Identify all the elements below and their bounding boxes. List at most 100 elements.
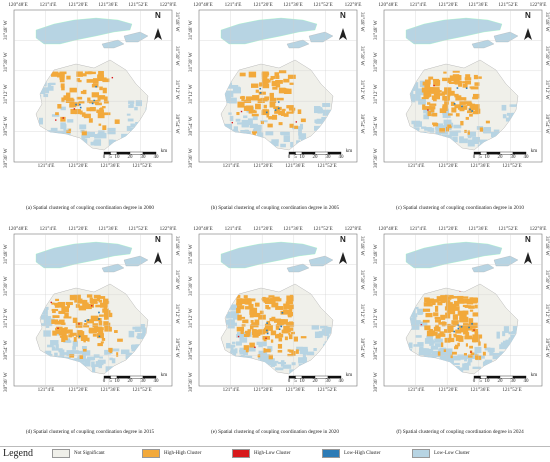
top-tick-label: 120°48′E [193, 2, 213, 8]
bottom-tick-label: 121°4′E [222, 163, 240, 169]
left-tick-label: 31°48′ W [188, 244, 194, 264]
scale-tick-label: 10 [114, 379, 120, 384]
left-tick-label: 30°36′ W [3, 148, 9, 168]
scale-tick-label: 20 [312, 155, 318, 160]
scale-bar [103, 151, 157, 155]
bottom-tick-label: 121°36′E [470, 387, 490, 393]
legend-item: Low-High Cluster [322, 449, 381, 458]
top-tick-label: 121°52′E [313, 226, 333, 232]
scale-tick-label: 5 [294, 155, 297, 160]
top-tick-label: 121°36′E [283, 226, 303, 232]
scale-tick-label: 20 [127, 379, 133, 384]
north-arrow-icon [154, 252, 162, 264]
map-frame [13, 9, 173, 163]
right-tick-label: 30°54′ W [544, 338, 550, 358]
top-tick-label: 121°52′E [498, 2, 518, 8]
top-tick-label: 121°4′E [39, 2, 57, 8]
bottom-tick-label: 121°52′E [317, 163, 337, 169]
map-panel-1: N 0 5 10 20 30 40 km 120°48′E 121°4′E 121°20′E 121°… [0, 2, 180, 220]
scale-tick-label: 30 [140, 379, 146, 384]
map-canvas [13, 9, 173, 163]
left-tick-label: 30°36′ W [373, 372, 379, 392]
left-tick-label: 30°54′ W [188, 116, 194, 136]
left-tick-label: 30°36′ W [373, 148, 379, 168]
graticule [14, 234, 172, 386]
top-tick-label: 122°8′E [344, 226, 362, 232]
top-tick-label: 121°36′E [98, 226, 118, 232]
left-tick-label: 30°54′ W [3, 340, 9, 360]
left-tick-label: 31°12′ W [188, 308, 194, 328]
top-tick-label: 121°4′E [409, 2, 427, 8]
legend-label: High-Low Cluster [254, 451, 291, 456]
graticule [14, 10, 172, 162]
top-tick-label: 121°20′E [438, 226, 458, 232]
north-arrow-icon [524, 28, 532, 40]
top-tick-label: 121°20′E [68, 2, 88, 8]
scale-tick-label: 10 [299, 379, 305, 384]
scale-tick-label: 5 [479, 155, 482, 160]
left-tick-label: 30°54′ W [373, 340, 379, 360]
right-tick-label: 31°12′ W [359, 304, 365, 324]
right-tick-label: 31°12′ W [359, 80, 365, 100]
bottom-tick-label: 121°4′E [222, 387, 240, 393]
legend-divider [0, 446, 550, 447]
scale-tick-label: 30 [510, 155, 516, 160]
bottom-tick-label: 121°20′E [68, 387, 88, 393]
north-label: N [155, 11, 161, 20]
north-label: N [525, 235, 531, 244]
scale-tick-label: 0 [472, 379, 476, 384]
left-tick-label: 30°36′ W [188, 372, 194, 392]
left-tick-label: 31°12′ W [373, 308, 379, 328]
top-tick-label: 121°4′E [409, 226, 427, 232]
top-tick-label: 121°36′E [283, 2, 303, 8]
bottom-tick-label: 121°52′E [317, 387, 337, 393]
top-tick-label: 122°8′E [529, 226, 547, 232]
scale-tick-label: 10 [484, 379, 490, 384]
scale-tick-label: 40 [153, 379, 159, 384]
bottom-tick-label: 121°20′E [68, 163, 88, 169]
scale-tick-label: 40 [523, 155, 529, 160]
scale-unit: km [530, 373, 538, 378]
legend: Legend Not Significant High-High Cluster H… [0, 446, 550, 462]
right-tick-label: 30°54′ W [359, 114, 365, 134]
panel-caption: (c) Spatial clustering of coupling coord… [396, 205, 524, 211]
graticule [199, 10, 357, 162]
legend-swatch [142, 449, 160, 458]
legend-label: High-High Cluster [164, 451, 202, 456]
graticule [199, 234, 357, 386]
left-tick-label: 31°48′ W [373, 20, 379, 40]
right-tick-label: 31°30′ W [174, 46, 180, 66]
map-panel-4: N 0 5 10 20 30 40 km 120°48′E 121°4′E 121°20′E 121°… [0, 226, 180, 444]
top-tick-label: 122°8′E [159, 2, 177, 8]
panel-caption: (e) Spatial clustering of coupling coord… [211, 429, 339, 435]
legend-swatch [322, 449, 340, 458]
top-tick-label: 122°8′E [344, 2, 362, 8]
scale-tick-label: 40 [338, 379, 344, 384]
bottom-tick-label: 121°36′E [285, 387, 305, 393]
bottom-tick-label: 121°4′E [407, 387, 425, 393]
top-tick-label: 120°48′E [193, 226, 213, 232]
legend-label: Not Significant [74, 451, 105, 456]
scale-tick-label: 5 [479, 379, 482, 384]
bottom-tick-label: 121°4′E [407, 163, 425, 169]
left-tick-label: 31°48′ W [3, 244, 9, 264]
top-tick-label: 122°8′E [529, 2, 547, 8]
left-tick-label: 30°36′ W [188, 148, 194, 168]
scale-tick-label: 0 [102, 379, 106, 384]
top-tick-label: 121°4′E [224, 226, 242, 232]
top-tick-label: 121°52′E [498, 226, 518, 232]
top-tick-label: 121°20′E [438, 2, 458, 8]
left-tick-label: 31°30′ W [3, 276, 9, 296]
legend-item: Low-Low Cluster [412, 449, 470, 458]
graticule [384, 234, 542, 386]
scale-unit: km [345, 373, 353, 378]
top-tick-label: 121°52′E [313, 2, 333, 8]
left-tick-label: 30°36′ W [3, 372, 9, 392]
top-tick-label: 121°52′E [128, 2, 148, 8]
left-tick-label: 31°30′ W [188, 52, 194, 72]
top-tick-label: 121°36′E [468, 226, 488, 232]
scale-tick-label: 30 [140, 155, 146, 160]
panel-caption: (f) Spatial clustering of coupling coord… [396, 429, 524, 435]
north-arrow-icon [339, 28, 347, 40]
top-tick-label: 121°20′E [253, 2, 273, 8]
